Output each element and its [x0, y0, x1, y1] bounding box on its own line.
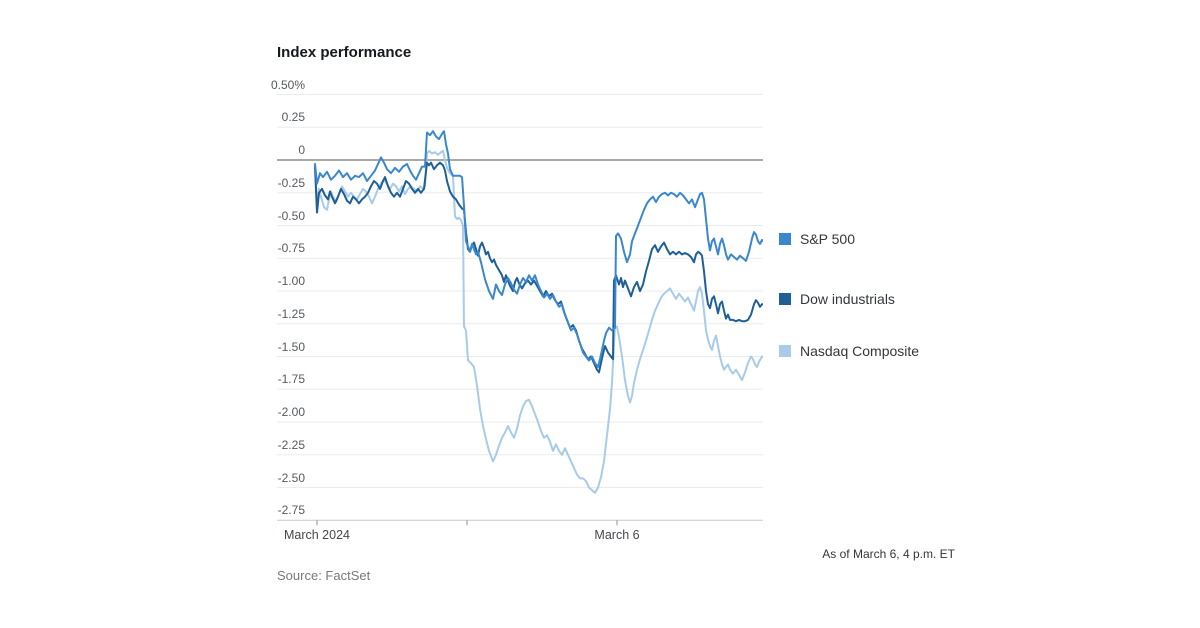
series-line-nasdaq-composite	[314, 149, 763, 494]
y-axis-label: -2.25	[277, 437, 305, 452]
y-axis-label: -0.75	[277, 241, 305, 256]
line-chart-plot	[277, 94, 763, 526]
y-axis-label: -1.00	[277, 274, 305, 289]
x-axis-label: March 2024	[283, 528, 350, 542]
legend-item: Nasdaq Composite	[779, 343, 919, 359]
y-axis-label: -1.25	[277, 306, 305, 321]
legend-item: S&P 500	[779, 231, 855, 247]
legend-label: S&P 500	[800, 231, 856, 247]
y-axis-label: -1.50	[277, 339, 305, 354]
y-axis-label: -0.25	[277, 175, 305, 190]
legend-label: Dow industrials	[800, 291, 895, 307]
source-note: Source: FactSet	[277, 568, 371, 583]
y-axis-label: 0	[298, 143, 305, 158]
y-axis-label: -2.00	[277, 405, 305, 420]
y-axis-label: 0.50%	[270, 77, 305, 92]
y-axis-label: -1.75	[277, 372, 305, 387]
legend-swatch-icon	[779, 233, 791, 245]
chart-title: Index performance	[277, 44, 412, 61]
y-axis-label: -2.50	[277, 470, 305, 485]
y-axis-label: -2.75	[277, 503, 305, 518]
x-axis-label: March 6	[594, 528, 640, 542]
y-axis-label: -0.50	[277, 208, 305, 223]
legend-swatch-icon	[779, 345, 791, 357]
legend-label: Nasdaq Composite	[800, 343, 920, 359]
series-line-s-p-500	[314, 130, 763, 368]
y-axis-label: 0.25	[281, 110, 305, 125]
legend-swatch-icon	[779, 293, 791, 305]
as-of-note: As of March 6, 4 p.m. ET	[822, 547, 955, 561]
legend-item: Dow industrials	[779, 291, 895, 307]
series-line-dow-industrials	[314, 161, 763, 374]
